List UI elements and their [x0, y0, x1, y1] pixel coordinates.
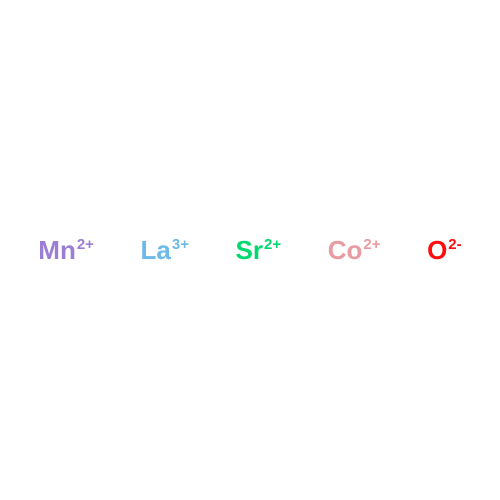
element-charge: 2+: [77, 237, 94, 252]
ion-o: O 2-: [427, 237, 462, 263]
element-charge: 2-: [448, 237, 461, 252]
element-symbol: O: [427, 237, 447, 263]
ion-sr: Sr 2+: [236, 237, 282, 263]
ion-co: Co 2+: [328, 237, 381, 263]
element-symbol: Sr: [236, 237, 263, 263]
element-charge: 3+: [172, 237, 189, 252]
element-symbol: Mn: [38, 237, 76, 263]
ion-mn: Mn 2+: [38, 237, 94, 263]
element-charge: 2+: [363, 237, 380, 252]
element-charge: 2+: [264, 237, 281, 252]
element-symbol: La: [141, 237, 171, 263]
ion-row: Mn 2+ La 3+ Sr 2+ Co 2+ O 2-: [0, 237, 500, 263]
ion-la: La 3+: [141, 237, 189, 263]
element-symbol: Co: [328, 237, 363, 263]
